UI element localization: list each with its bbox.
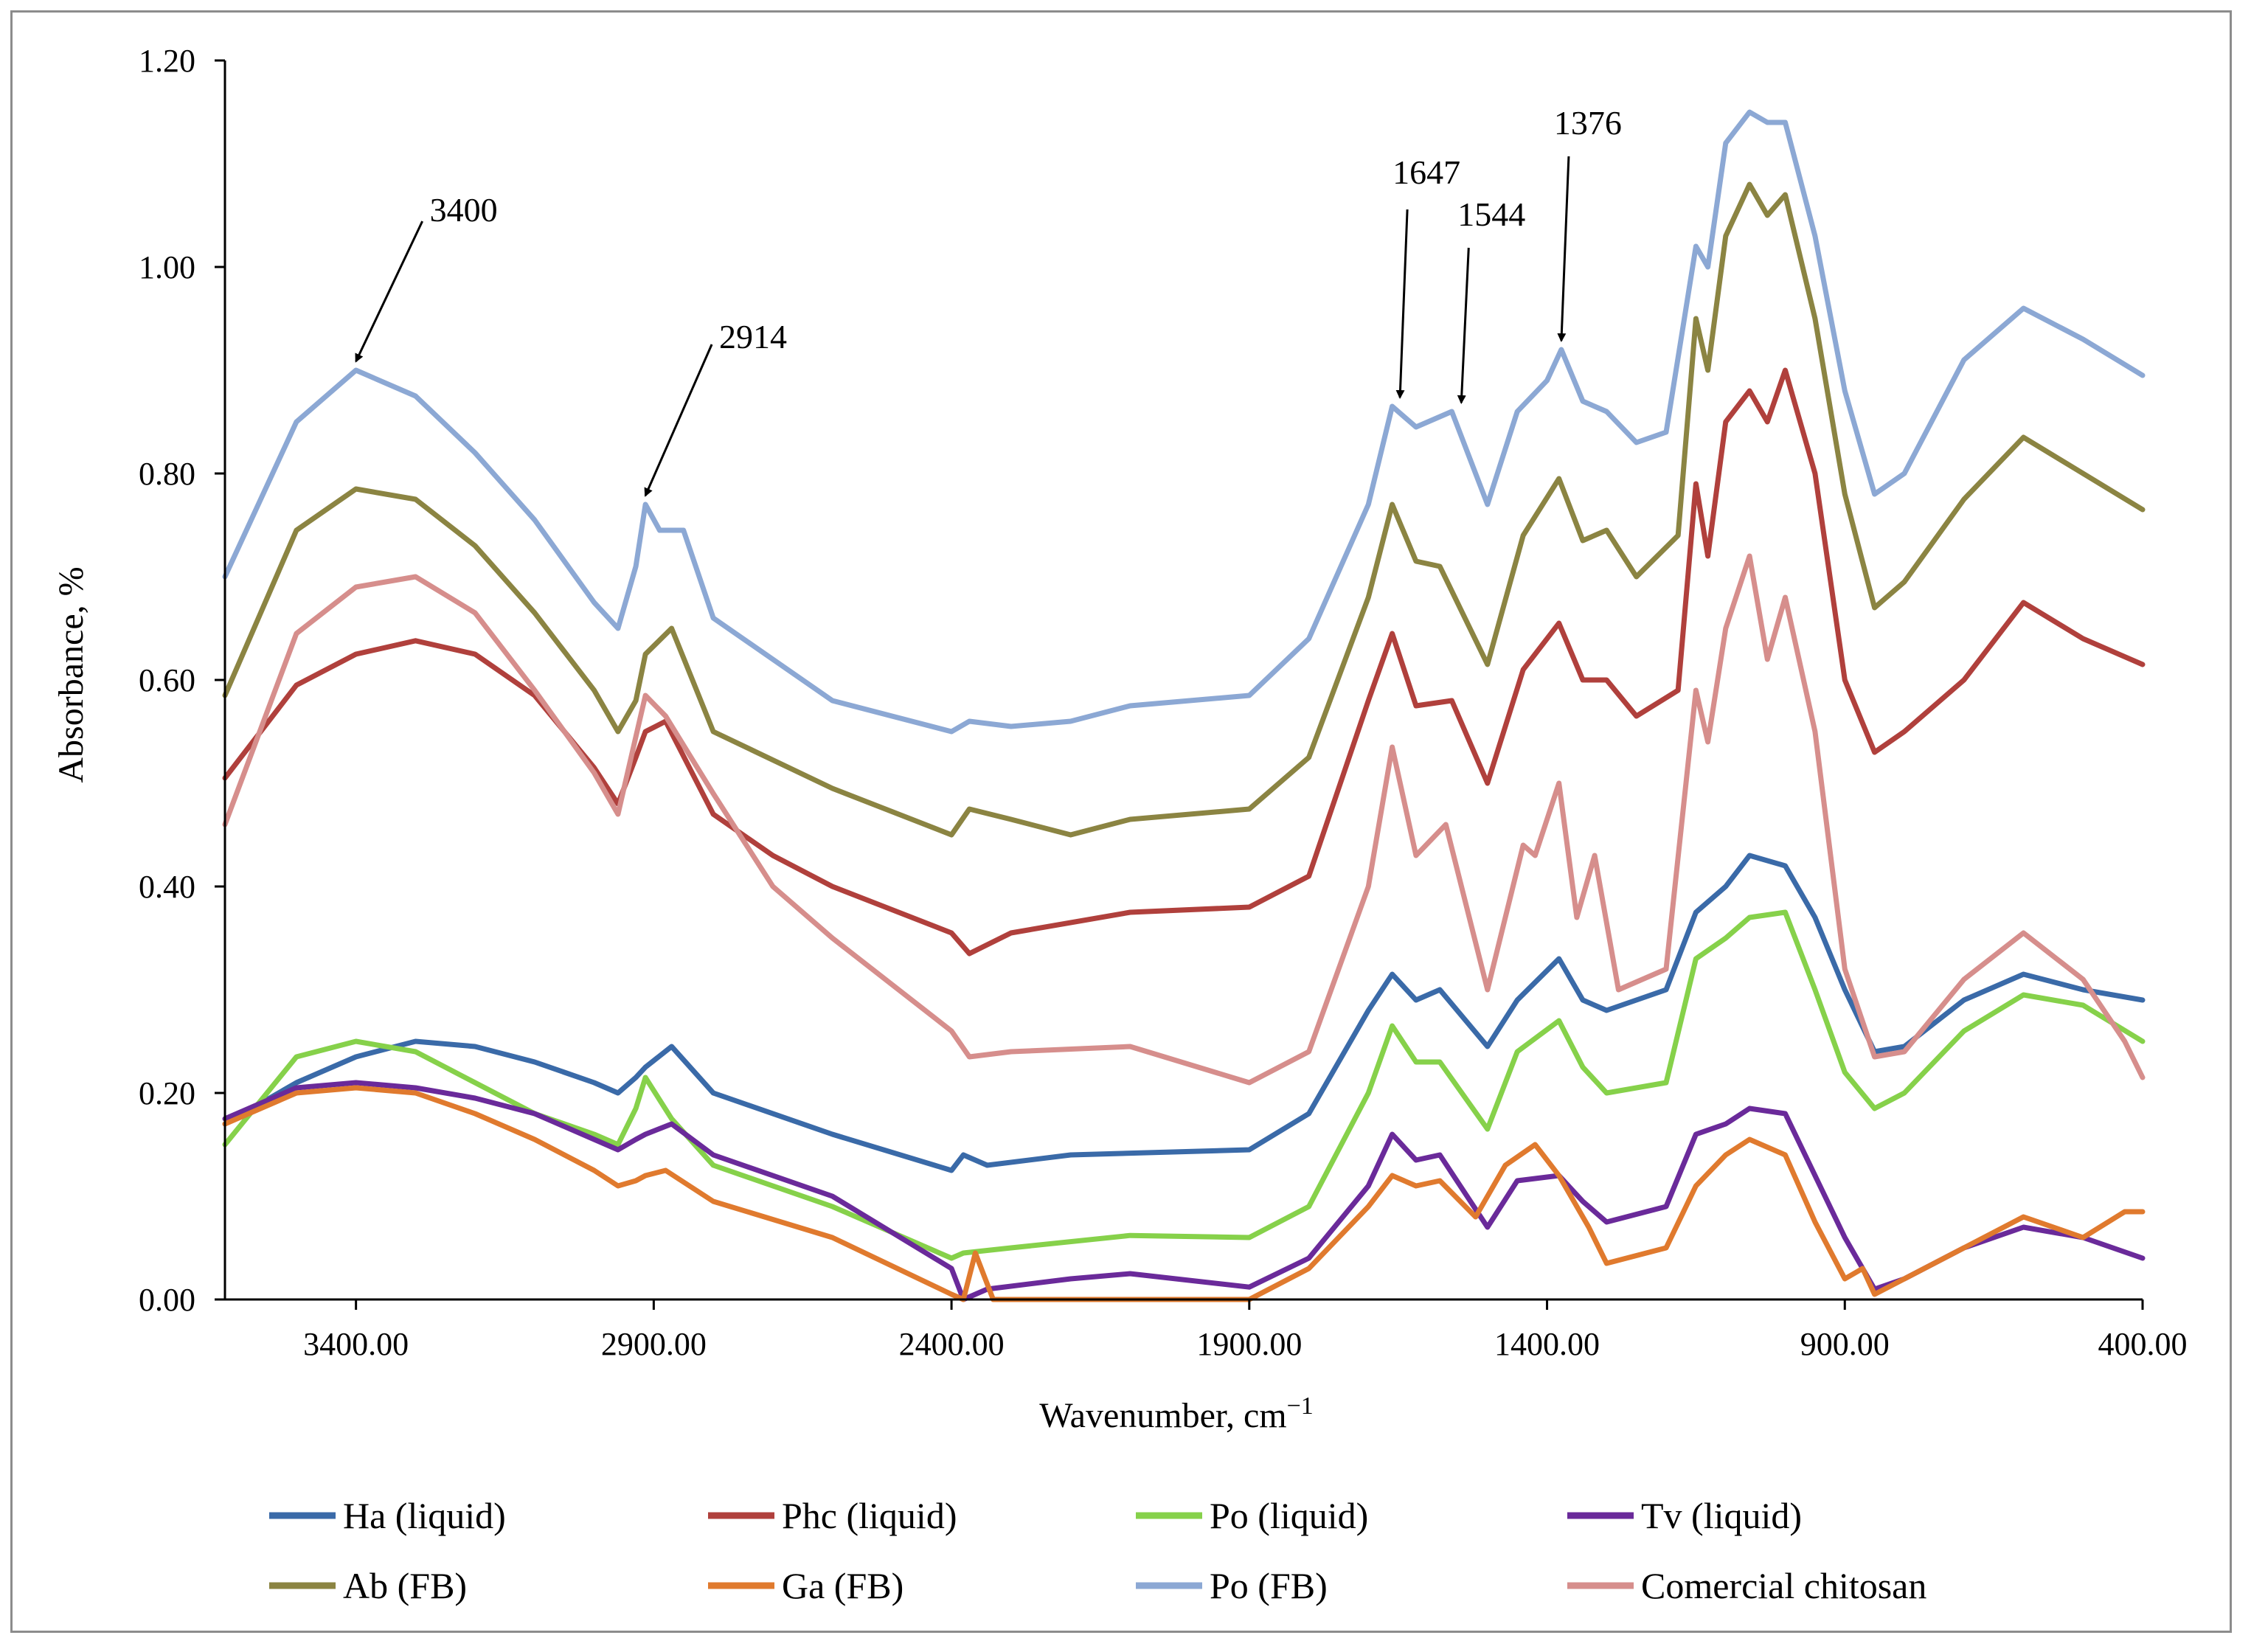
x-tick-label: 400.00	[2098, 1326, 2188, 1362]
y-axis-title: Absorbance, %	[52, 566, 91, 782]
legend-label: Ga (FB)	[782, 1565, 903, 1606]
chart-frame	[10, 10, 2232, 1633]
y-tick-label: 0.60	[139, 662, 195, 698]
annotation-label: 1544	[1457, 195, 1525, 233]
legend-label: Po (liquid)	[1210, 1495, 1368, 1536]
legend-label: Phc (liquid)	[782, 1495, 957, 1536]
series-line-ha-liquid	[222, 853, 2146, 1173]
y-tick-label: 0.20	[139, 1075, 195, 1111]
x-tick-label: 1400.00	[1494, 1326, 1600, 1362]
x-tick-label: 1900.00	[1196, 1326, 1302, 1362]
annotation-label: 1376	[1554, 104, 1622, 142]
annotation-arrow	[1557, 156, 1570, 342]
series-line-po-liquid	[222, 909, 2146, 1261]
legend-label: Ha (liquid)	[343, 1495, 506, 1536]
x-tick-label: 2900.00	[601, 1326, 707, 1362]
y-tick-label: 1.20	[139, 43, 195, 79]
y-tick-label: 1.00	[139, 249, 195, 285]
x-axis-title: Wavenumber, cm−1	[1039, 1392, 1314, 1435]
annotation-arrow	[1457, 247, 1470, 404]
legend-label: Tv (liquid)	[1641, 1495, 1802, 1536]
legend: Ha (liquid) Phc (liquid) Po (liquid) Tv (li…	[269, 1495, 1926, 1606]
series-layer	[222, 109, 2146, 1302]
annotations-layer: 3400 2914 1647 1544 1376	[355, 104, 1622, 497]
annotation-label: 1647	[1392, 153, 1460, 191]
annotation-arrow	[644, 344, 713, 497]
x-tick-label: 3400.00	[303, 1326, 409, 1362]
series-line-tv-liquid	[222, 1080, 2146, 1302]
y-tick-label: 0.80	[139, 456, 195, 492]
x-axis-title-text: Wavenumber, cm	[1039, 1396, 1286, 1435]
x-tick-label: 2400.00	[899, 1326, 1005, 1362]
ticks-layer: 0.00 0.20 0.40 0.60 0.80 1.00 1.20 3400.00 2900.…	[139, 43, 2188, 1362]
annotation-label: 3400	[430, 191, 498, 229]
legend-label: Ab (FB)	[343, 1565, 467, 1606]
x-tick-label: 900.00	[1800, 1326, 1890, 1362]
series-line-po-fb	[222, 109, 2146, 735]
annotation-label: 2914	[719, 318, 787, 355]
legend-label: Po (FB)	[1210, 1565, 1328, 1606]
series-line-ga-fb	[222, 1085, 2146, 1302]
annotation-arrow	[355, 221, 423, 363]
x-axis-title-superscript: −1	[1287, 1392, 1314, 1420]
annotation-arrow	[1395, 209, 1409, 399]
series-line-ab-fb	[222, 181, 2146, 838]
y-tick-label: 0.40	[139, 869, 195, 905]
series-line-comercial-chitosan	[222, 553, 2146, 1086]
y-tick-label: 0.00	[139, 1282, 195, 1318]
legend-label: Comercial chitosan	[1641, 1565, 1926, 1606]
